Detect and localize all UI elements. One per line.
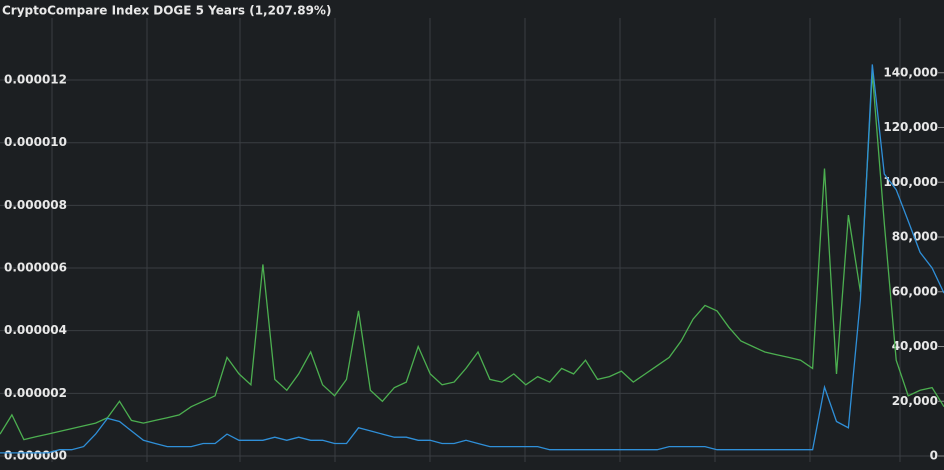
y-tick-label: 0.000012 — [4, 73, 67, 87]
y2-tick-label: 20,000 — [892, 394, 938, 408]
chart-title: CryptoCompare Index DOGE 5 Years (1,207.… — [2, 4, 331, 18]
y2-tick-label: 100,000 — [883, 175, 938, 189]
y-tick-label: 0.000004 — [4, 323, 67, 337]
y2-tick-label: 60,000 — [892, 284, 938, 298]
y-tick-label: 0.000006 — [4, 261, 67, 275]
y-tick-label: 0.000008 — [4, 198, 67, 212]
vertical-grid — [51, 18, 901, 462]
y-tick-label: 0.000002 — [4, 386, 67, 400]
series-line — [0, 72, 944, 441]
series-line — [0, 64, 944, 454]
y2-tick-label: 120,000 — [883, 120, 938, 134]
y2-tick-label: 0 — [930, 449, 938, 463]
y-tick-label: 0.000010 — [4, 135, 67, 149]
y2-tick-label: 40,000 — [892, 339, 938, 353]
y2-tick-label: 140,000 — [883, 65, 938, 79]
y2-tick-label: 80,000 — [892, 230, 938, 244]
